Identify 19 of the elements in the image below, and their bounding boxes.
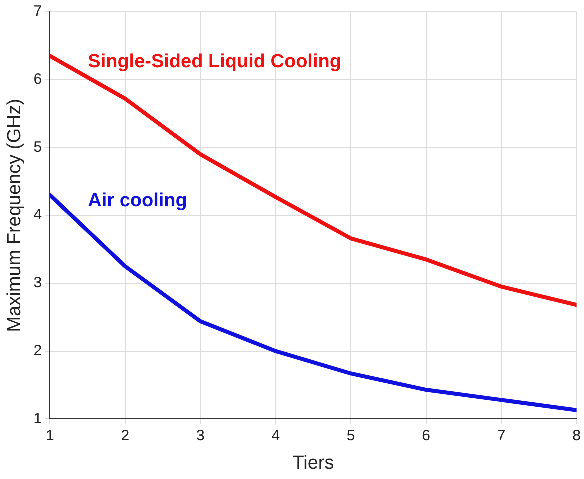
y-axis-title: Maximum Frequency (GHz) (4, 98, 26, 332)
series-label: Air cooling (88, 190, 188, 212)
x-tick-label: 6 (422, 427, 431, 444)
x-axis-title: Tiers (292, 452, 334, 474)
x-tick-label: 4 (272, 427, 280, 444)
x-tick-label: 7 (497, 427, 506, 444)
y-tick-label: 6 (34, 71, 42, 88)
x-tick-label: 3 (196, 427, 205, 444)
y-tick-label: 2 (34, 342, 42, 360)
x-tick-label: 8 (572, 427, 581, 444)
y-tick-label: 5 (34, 138, 42, 156)
x-tick-label: 2 (121, 427, 130, 444)
series-label: Single-Sided Liquid Cooling (88, 51, 342, 72)
x-tick-label: 1 (46, 427, 54, 444)
y-tick-label: 4 (34, 206, 42, 224)
y-tick-label: 3 (34, 274, 42, 292)
y-tick-label: 7 (34, 3, 42, 20)
y-tick-label: 1 (34, 410, 42, 428)
x-tick-label: 5 (346, 427, 356, 444)
